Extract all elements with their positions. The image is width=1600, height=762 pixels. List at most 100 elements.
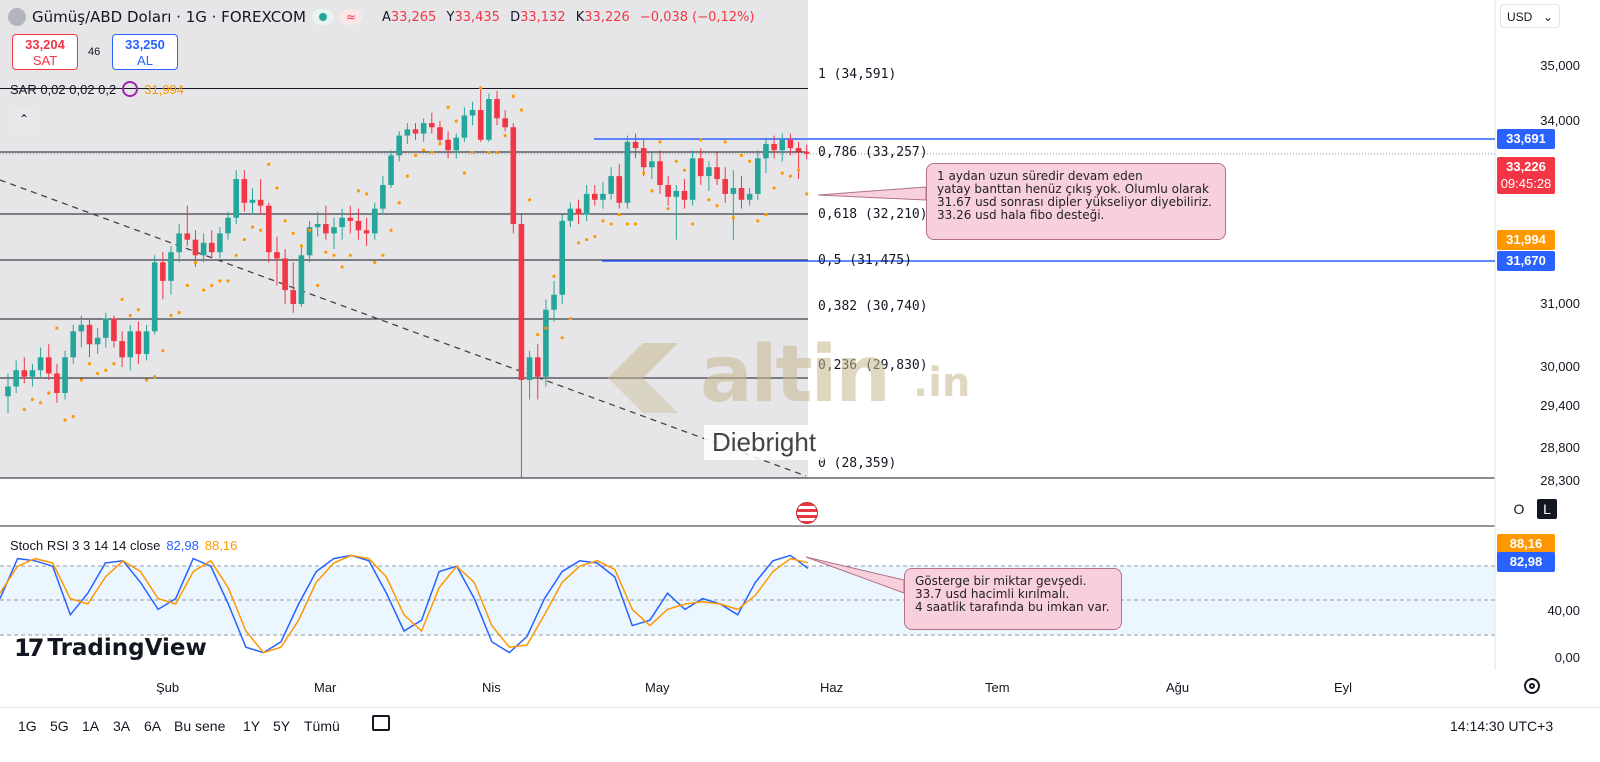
sar-dot <box>275 186 279 190</box>
sar-dot <box>39 401 43 405</box>
range-1g[interactable]: 1G <box>18 718 37 734</box>
candle-body <box>184 233 191 240</box>
month-label: Eyl <box>1334 680 1353 695</box>
rsi-note[interactable]: Gösterge bir miktar gevşedi. 33.7 usd ha… <box>904 568 1122 630</box>
sar-dot <box>218 279 222 283</box>
candle-body <box>5 386 11 397</box>
collapse-legend-button[interactable]: ⌃ <box>10 108 38 130</box>
stoch-d-line <box>0 554 809 654</box>
sar-dot <box>560 336 564 340</box>
sar-dot <box>30 397 35 402</box>
settings-gear-icon[interactable] <box>1524 678 1540 694</box>
sar-dot <box>642 171 646 175</box>
candle-body <box>347 217 354 221</box>
candle-body <box>54 373 60 393</box>
candle-body <box>673 190 680 197</box>
sar-dot <box>552 274 556 278</box>
close-value: 33,226 <box>584 9 630 25</box>
range-ytd[interactable]: Bu sene <box>174 718 226 734</box>
sar-dot <box>96 371 100 376</box>
sar-dot <box>242 238 246 242</box>
sell-price: 33,204 <box>25 37 65 52</box>
fib-label-0236: 0,236 (29,830) <box>818 358 928 373</box>
rsi-axis-label: 0,00 <box>1554 650 1580 665</box>
sar-dot <box>536 332 540 337</box>
calendar-goto-icon[interactable] <box>372 715 390 731</box>
fib-label-1: 1 (34,591) <box>818 67 897 82</box>
symbol-title[interactable]: Gümüş/ABD Doları · 1G · FOREXCOM <box>32 8 306 26</box>
range-6a[interactable]: 6A <box>144 718 162 734</box>
candle-body <box>371 208 378 234</box>
candle-body <box>559 220 565 295</box>
us-flag-events-icon[interactable] <box>796 502 818 524</box>
candle-body <box>62 357 68 393</box>
candle-body <box>208 242 215 253</box>
range-3a[interactable]: 3A <box>113 718 131 734</box>
price-axis-label: 28,300 <box>1540 473 1580 488</box>
candle-body <box>640 148 647 168</box>
candle-body <box>518 224 525 380</box>
candle-body <box>78 324 85 332</box>
price-note[interactable]: 1 aydan uzun süredir devam eden yatay ba… <box>926 163 1226 240</box>
spread-value: 46 <box>88 46 101 58</box>
candle-body <box>714 167 720 180</box>
sell-button[interactable]: 33,204 SAT <box>12 34 78 70</box>
sar-dot <box>112 362 116 366</box>
tradingview-logo[interactable]: 17 TradingView <box>14 634 207 662</box>
price-axis-label: 29,400 <box>1540 398 1580 413</box>
sar-dot <box>576 241 581 245</box>
sar-dot <box>397 201 401 205</box>
clock-timezone[interactable]: 14:14:30 UTC+3 <box>1450 718 1554 734</box>
low-value: 33,132 <box>520 9 566 25</box>
range-all[interactable]: Tümü <box>304 718 340 734</box>
range-5y[interactable]: 5Y <box>273 718 291 734</box>
sar-dot <box>381 253 385 257</box>
rsi-axis-label: 40,00 <box>1547 603 1580 618</box>
range-5g[interactable]: 5G <box>50 718 69 734</box>
sar-dot <box>307 228 312 232</box>
range-1a[interactable]: 1A <box>82 718 100 734</box>
stoch-rsi-legend[interactable]: Stoch RSI 3 3 14 14 close 82,98 88,16 <box>10 538 237 553</box>
sar-dot <box>340 265 344 269</box>
change-value: −0,038 (−0,12%) <box>639 9 755 25</box>
rsi-d-tag: 88,16 <box>1497 534 1555 554</box>
sar-dot <box>446 105 450 109</box>
market-open-icon[interactable] <box>311 9 334 25</box>
scale-log-button[interactable]: L <box>1537 499 1557 519</box>
candle-body <box>151 262 158 332</box>
sar-dot <box>780 171 784 175</box>
sar-dot <box>788 174 793 178</box>
price-note-pointer <box>817 186 927 201</box>
candle-body <box>583 193 590 215</box>
sar-dot <box>169 313 173 318</box>
sar-dot <box>438 142 442 146</box>
buy-button[interactable]: 33,250 AL <box>112 34 178 70</box>
candle-body <box>420 123 427 134</box>
sar-dot <box>796 168 801 172</box>
low-label: D <box>510 9 521 25</box>
sar-price-tag: 31,994 <box>1497 230 1555 250</box>
sar-value: 31,994 <box>144 81 185 97</box>
candle-body <box>225 217 231 234</box>
candle-body <box>477 110 484 140</box>
candle-body <box>192 239 199 256</box>
sar-dot <box>79 378 83 382</box>
buy-price: 33,250 <box>125 37 165 52</box>
candle-body <box>314 224 321 228</box>
chevron-down-icon: ⌄ <box>1542 10 1553 24</box>
candle-body <box>787 139 794 149</box>
candle-body <box>592 193 598 200</box>
sar-dot <box>772 186 776 190</box>
currency-select[interactable]: USD ⌄ <box>1500 4 1560 28</box>
sar-dot <box>617 213 621 217</box>
currency-label: USD <box>1507 10 1533 24</box>
lower-band-tag: 31,670 <box>1497 251 1555 271</box>
candle-body <box>94 337 101 345</box>
range-1y[interactable]: 1Y <box>243 718 261 734</box>
sar-dot <box>625 222 630 226</box>
delayed-data-icon[interactable]: ≈ <box>339 9 362 25</box>
scale-orig-button[interactable]: O <box>1513 501 1525 517</box>
sar-legend[interactable]: SAR 0,02 0,02 0,2 31,994 <box>10 81 184 97</box>
sar-dot <box>71 414 75 419</box>
